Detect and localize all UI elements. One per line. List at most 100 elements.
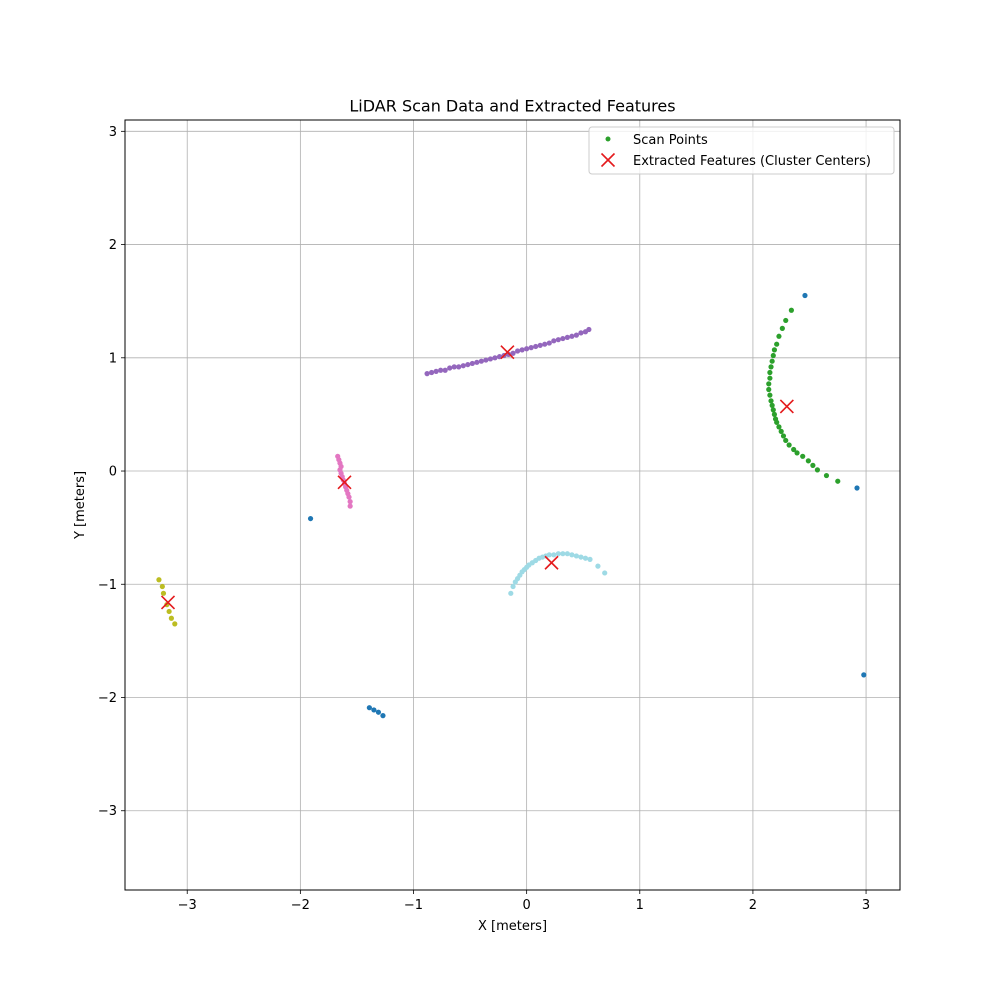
scan-point — [375, 709, 382, 715]
x-tick-label: 3 — [862, 898, 870, 913]
scan-point — [514, 348, 521, 354]
scan-point — [371, 707, 377, 713]
scan-point — [779, 325, 785, 331]
scan-point — [835, 478, 841, 484]
feature-marker-stroke — [160, 595, 176, 610]
legend-feature-x — [600, 152, 616, 168]
axes-frame — [124, 119, 901, 891]
feature-marker-stroke — [500, 345, 515, 360]
scan-point — [771, 347, 778, 353]
legend: Scan Points Extracted Features (Cluster … — [588, 126, 895, 175]
scan-point — [595, 563, 601, 569]
scan-point — [861, 672, 867, 678]
scan-point — [767, 392, 773, 398]
scan-point — [492, 355, 498, 361]
scan-point — [564, 334, 570, 341]
scan-point — [438, 367, 444, 373]
scan-point — [533, 343, 539, 350]
scan-point — [794, 450, 800, 456]
scan-point — [551, 552, 557, 558]
scan-point — [555, 337, 561, 343]
scan-point — [542, 341, 548, 347]
feature-center-marker — [779, 399, 794, 414]
scan-point — [465, 361, 471, 368]
scan-point — [366, 705, 372, 711]
scan-point — [814, 467, 821, 473]
y-tick-label: 2 — [109, 238, 117, 253]
scan-point — [469, 360, 475, 367]
scan-point — [780, 433, 787, 439]
scan-point — [768, 398, 774, 404]
feature-center-marker — [337, 475, 352, 490]
scan-point — [569, 552, 575, 558]
scan-point — [166, 608, 172, 615]
scan-point — [172, 621, 178, 627]
legend-features-marker — [600, 152, 616, 168]
scan-point — [768, 364, 774, 370]
legend-scan-points-marker — [605, 136, 611, 142]
scan-point — [555, 551, 561, 557]
scan-point — [487, 356, 494, 362]
scan-point — [810, 462, 816, 468]
scan-point — [433, 368, 439, 374]
scan-point — [767, 369, 773, 376]
scan-point — [478, 358, 484, 364]
feature-center-marker — [544, 555, 559, 570]
scan-point — [159, 583, 165, 590]
y-axis-label: Y [meters] — [73, 471, 88, 540]
scan-point — [771, 411, 778, 418]
y-tick-label: −1 — [98, 578, 117, 593]
scan-point — [442, 367, 448, 373]
scan-point — [786, 442, 792, 448]
scan-point — [783, 317, 789, 324]
scan-point — [805, 458, 811, 464]
y-tick-label: 3 — [109, 125, 117, 140]
scan-point — [424, 371, 430, 377]
scan-point — [573, 553, 580, 559]
scan-point — [460, 363, 466, 369]
feature-marker-stroke — [779, 399, 794, 414]
y-tick-label: −2 — [98, 691, 117, 706]
scan-point — [160, 590, 167, 596]
scan-point — [564, 551, 570, 557]
scan-point — [508, 590, 514, 596]
scan-point — [546, 552, 552, 558]
scan-point — [578, 554, 584, 560]
scan-point — [519, 347, 525, 353]
scan-point — [767, 375, 773, 381]
scan-point — [578, 330, 584, 336]
feature-marker-stroke — [337, 475, 352, 490]
x-tick-label: −1 — [404, 898, 423, 913]
scan-point — [766, 381, 772, 387]
x-tick-label: −2 — [291, 898, 310, 913]
scan-point — [347, 503, 353, 509]
scan-point — [456, 364, 462, 370]
scan-point — [783, 437, 789, 444]
scan-point — [774, 419, 780, 425]
x-tick-label: 1 — [636, 898, 644, 913]
chart-title: LiDAR Scan Data and Extracted Features — [349, 97, 675, 116]
feature-center-marker — [160, 595, 176, 610]
scan-point — [537, 342, 543, 348]
scan-point — [573, 332, 580, 338]
scan-point — [347, 499, 353, 505]
scan-point — [510, 350, 516, 356]
scan-point — [560, 551, 566, 557]
legend-box — [588, 126, 895, 175]
scan-point — [474, 359, 480, 365]
scan-point — [156, 577, 162, 583]
scan-point — [770, 352, 776, 359]
scan-point — [524, 346, 530, 352]
legend-features-label: Extracted Features (Cluster Centers) — [633, 154, 871, 169]
scan-point — [854, 485, 860, 491]
y-tick-label: 0 — [109, 465, 117, 480]
scan-point — [823, 472, 830, 479]
scan-point — [307, 515, 314, 522]
feature-marker-stroke — [600, 152, 616, 168]
scan-point — [528, 345, 534, 351]
scan-point — [776, 333, 782, 339]
scan-point — [483, 357, 489, 363]
y-tick-label: 1 — [109, 351, 117, 366]
scan-point — [346, 494, 352, 500]
